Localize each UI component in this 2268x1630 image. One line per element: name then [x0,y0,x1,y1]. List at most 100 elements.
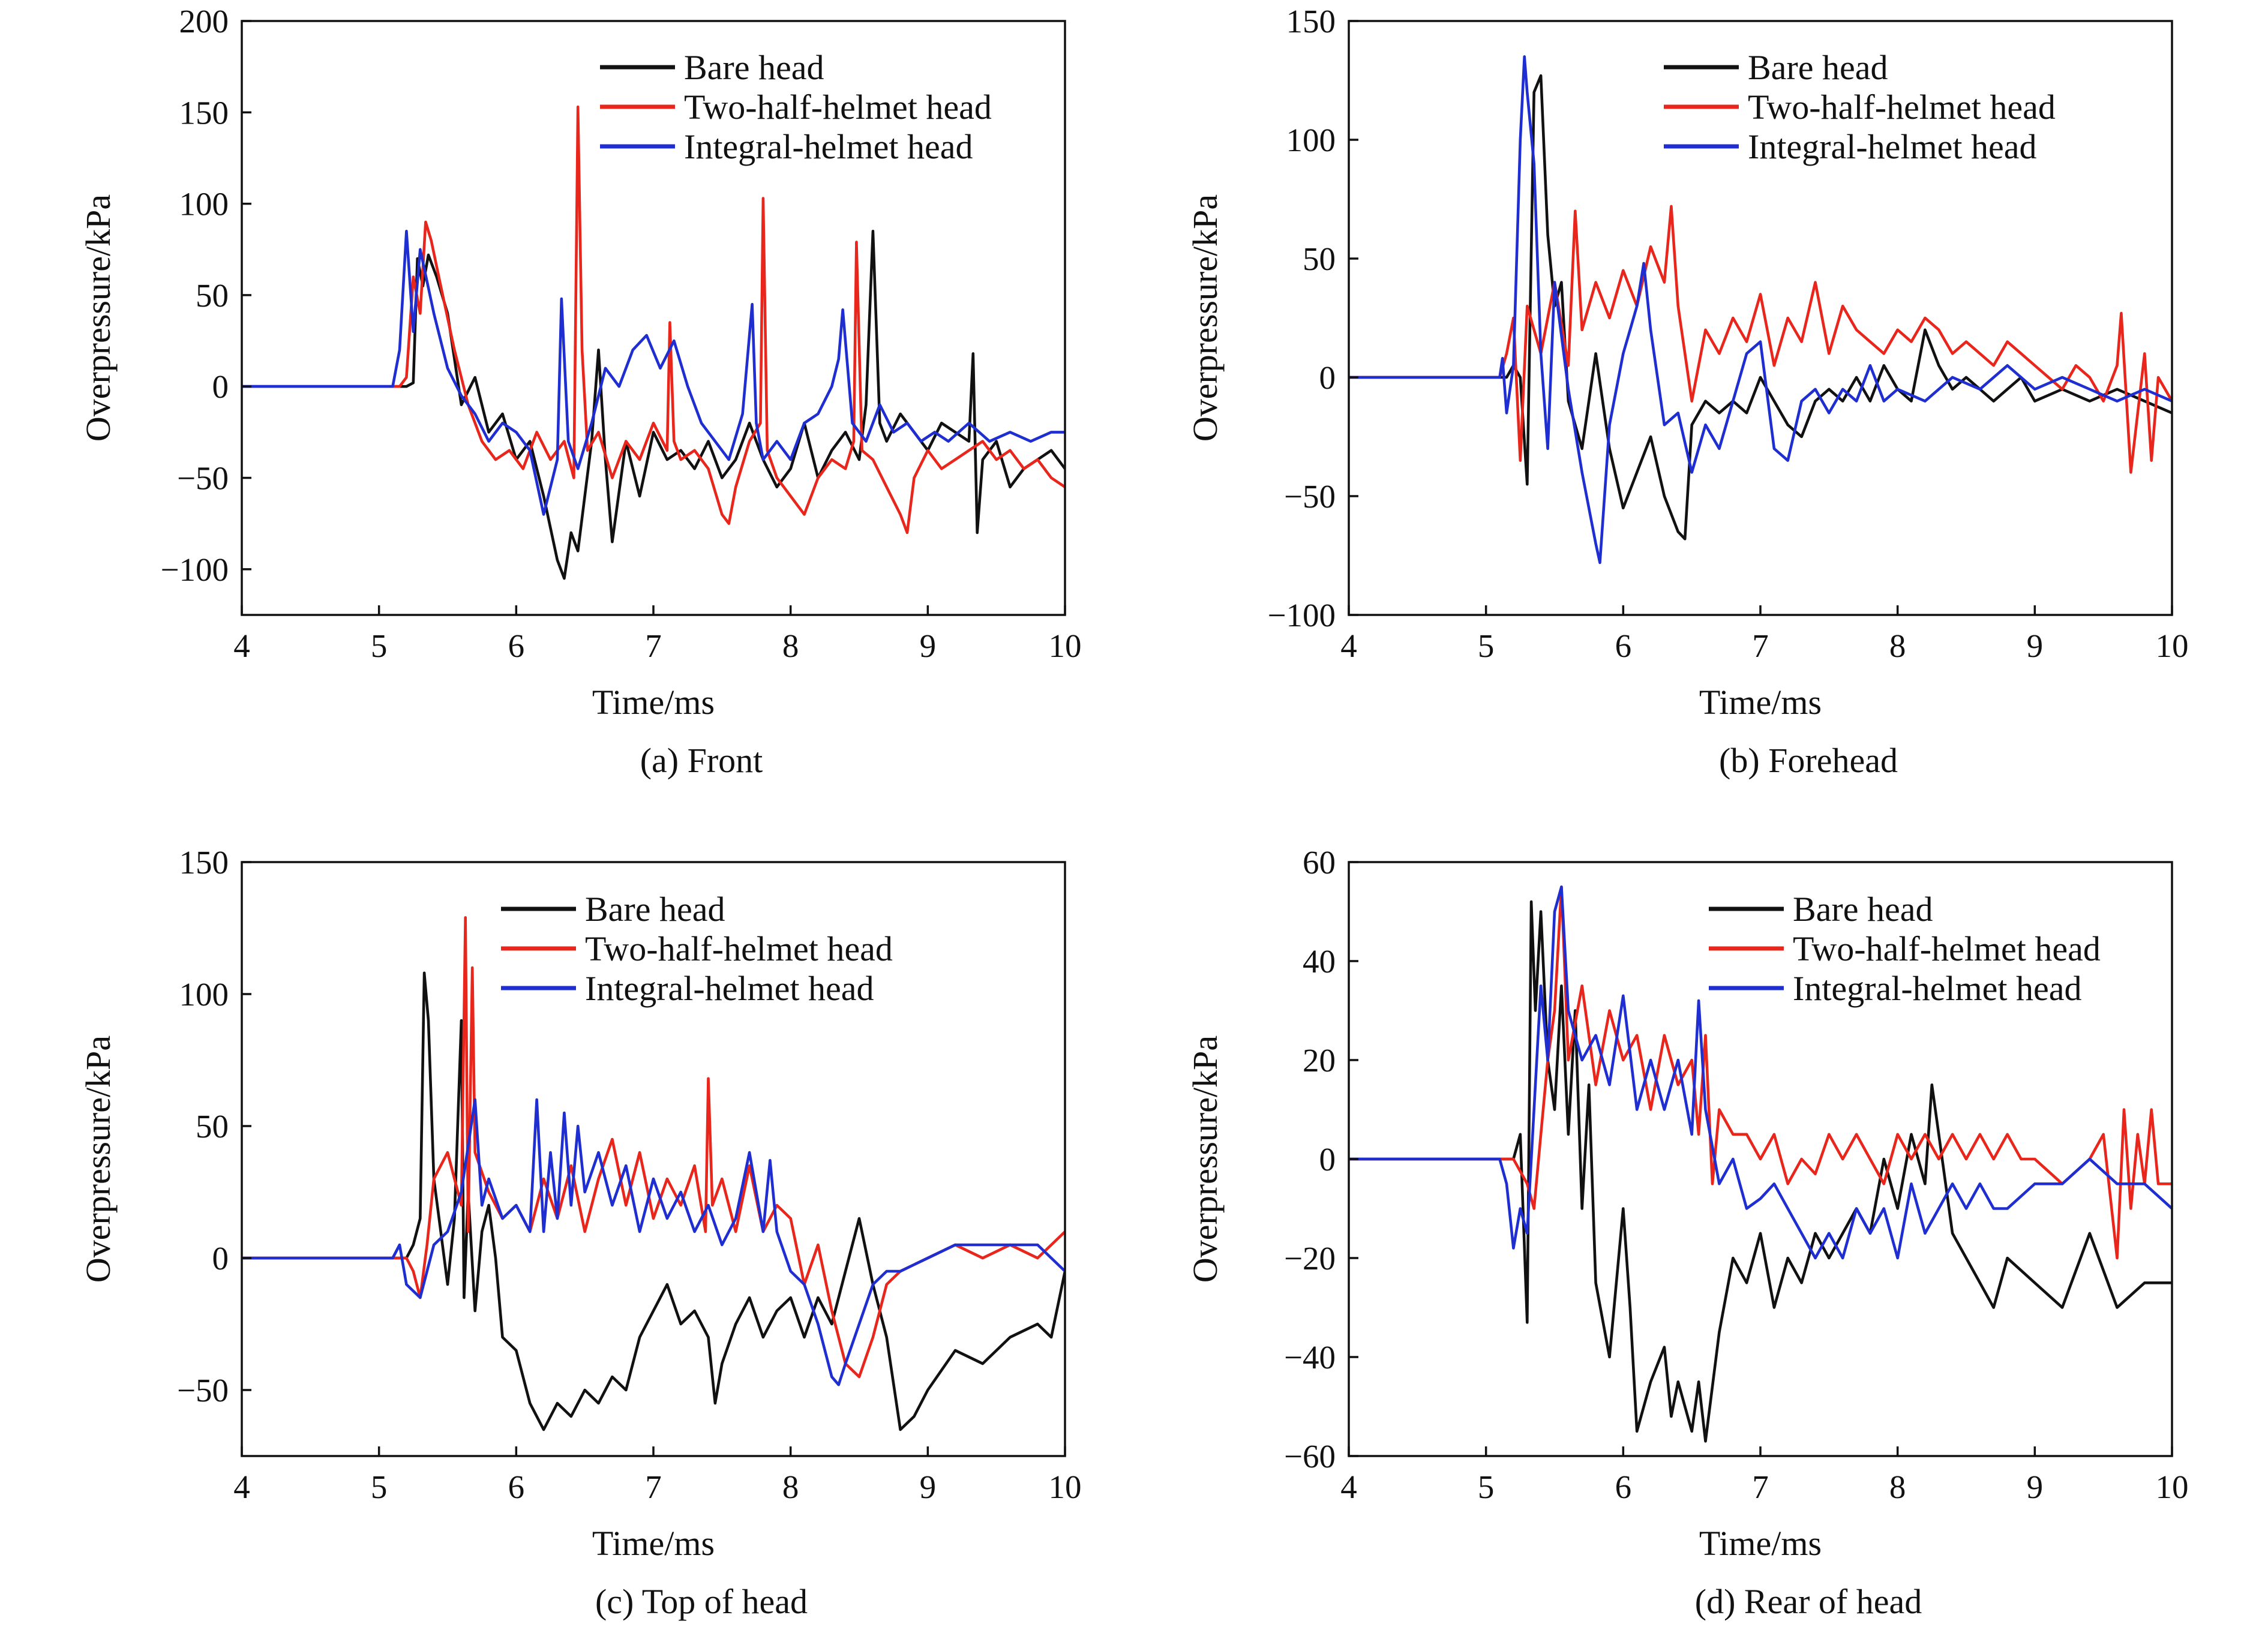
x-tick-label: 4 [233,628,250,664]
x-tick-label: 4 [1340,1469,1357,1505]
series-line-two-half [242,916,1065,1379]
x-tick-label: 9 [920,1469,937,1505]
x-tick-label: 7 [1752,628,1769,664]
x-tick-label: 10 [1049,628,1082,664]
y-tick-label: 150 [1286,3,1336,40]
y-tick-label: −60 [1284,1438,1336,1475]
x-tick-label: 9 [920,628,937,664]
y-tick-label: −100 [160,551,229,588]
series-line-bare [242,230,1065,580]
x-tick-label: 8 [1889,1469,1906,1505]
y-tick-label: 100 [179,186,229,223]
x-tick-label: 9 [2027,628,2044,664]
y-tick-label: 100 [1286,122,1336,158]
legend-entry: Integral-helmet head [684,127,973,166]
y-tick-label: 0 [212,1240,229,1277]
y-tick-label: 0 [1319,359,1336,396]
y-tick-label: 50 [196,277,229,314]
x-axis-label: Time/ms [1699,1524,1822,1563]
chart-panel-d: 4 5 6 7 8 9 10 −60 −40 −20 0 20 40 60 Time/ms Overpress… [1186,844,2189,1621]
y-tick-label: 0 [1319,1141,1336,1178]
panel-caption: (c) Top of head [595,1582,808,1621]
chart-panel-a: 4 5 6 7 8 9 10 −100 −50 0 50 100 150 200 Time/ms Overpr… [79,3,1082,780]
x-axis-label: Time/ms [592,1524,715,1563]
legend-entry: Two-half-helmet head [1748,88,2056,127]
x-axis-label: Time/ms [592,683,715,722]
panel-caption: (b) Forehead [1719,741,1898,780]
x-tick-label: 6 [508,1469,525,1505]
y-tick-label: −50 [177,460,229,497]
chart-panel-c: 4 5 6 7 8 9 10 −50 0 50 100 150 Time/ms Overpressure/… [79,844,1082,1621]
y-tick-label: −100 [1267,597,1336,634]
x-tick-label: 10 [2156,1469,2189,1505]
series-line-two-half [1349,205,2172,474]
y-tick-label: −40 [1284,1339,1336,1376]
x-tick-label: 5 [1478,1469,1495,1505]
y-tick-label: 150 [179,94,229,131]
series-group [242,916,1065,1431]
y-tick-label: 200 [179,3,229,40]
x-axis-label: Time/ms [1699,683,1822,722]
x-tick-label: 8 [1889,628,1906,664]
x-tick-label: 9 [2027,1469,2044,1505]
y-tick-label: −50 [177,1372,229,1409]
y-tick-label: 50 [196,1108,229,1145]
legend-entry: Two-half-helmet head [585,929,893,968]
y-axis-label: Overpressure/kPa [79,194,118,442]
series-line-integral [1349,55,2172,565]
x-tick-label: 5 [371,628,388,664]
x-tick-label: 5 [1478,628,1495,664]
legend-entry: Integral-helmet head [1793,969,2081,1008]
series-group [1349,885,2172,1443]
series-line-two-half [242,105,1065,535]
x-tick-label: 6 [1615,1469,1632,1505]
x-tick-label: 4 [233,1469,250,1505]
series-line-bare [1349,900,2172,1443]
y-axis-label: Overpressure/kPa [1186,1035,1225,1283]
chart-panel-b: 4 5 6 7 8 9 10 −100 −50 0 50 100 150 Time/ms Overpress… [1186,3,2189,780]
x-tick-label: 7 [1752,1469,1769,1505]
y-tick-label: 0 [212,368,229,405]
x-tick-label: 7 [645,1469,662,1505]
x-tick-label: 10 [2156,628,2189,664]
y-tick-label: −50 [1284,478,1336,515]
x-tick-label: 4 [1340,628,1357,664]
y-tick-label: 150 [179,844,229,881]
y-tick-label: 100 [179,976,229,1013]
legend-entry: Bare head [585,890,725,929]
y-tick-label: −20 [1284,1240,1336,1277]
series-group [1349,55,2172,565]
x-tick-label: 8 [782,1469,799,1505]
legend-entry: Two-half-helmet head [684,88,992,127]
legend-entry: Bare head [684,48,824,87]
legend-entry: Integral-helmet head [1748,127,2036,166]
y-tick-label: 40 [1303,943,1336,980]
legend-entry: Bare head [1793,890,1933,929]
y-tick-label: 50 [1303,241,1336,277]
legend-entry: Bare head [1748,48,1888,87]
series-line-integral [242,1098,1065,1386]
panel-caption: (d) Rear of head [1695,1582,1922,1621]
x-tick-label: 7 [645,628,662,664]
panel-caption: (a) Front [640,741,763,780]
y-tick-label: 20 [1303,1042,1336,1079]
y-axis-label: Overpressure/kPa [1186,194,1225,442]
x-tick-label: 8 [782,628,799,664]
series-group [242,105,1065,580]
y-axis-label: Overpressure/kPa [79,1035,118,1283]
legend-entry: Two-half-helmet head [1793,929,2101,968]
series-line-integral [242,230,1065,516]
x-tick-label: 5 [371,1469,388,1505]
series-line-bare [242,971,1065,1431]
series-line-integral [1349,885,2172,1260]
y-tick-label: 60 [1303,844,1336,881]
x-tick-label: 6 [1615,628,1632,664]
x-tick-label: 10 [1049,1469,1082,1505]
x-tick-label: 6 [508,628,525,664]
